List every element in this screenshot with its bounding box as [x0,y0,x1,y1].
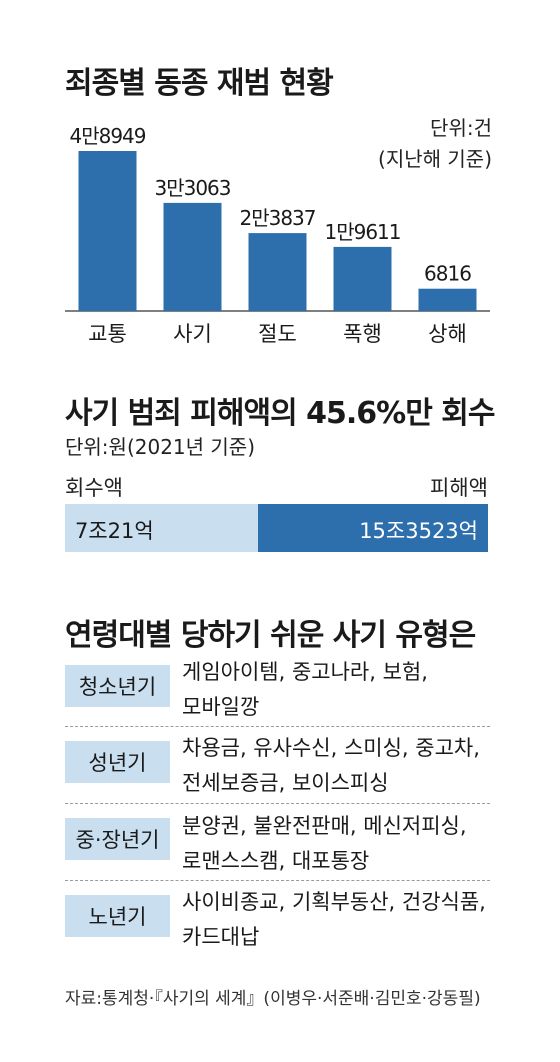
group-items-line: 사이비종교, 기획부동산, 건강식품, [182,890,486,914]
group-items-line: 로맨스스캠, 대포통장 [182,849,370,873]
table-title: 연령대별 당하기 쉬운 사기 유형은 [65,618,476,653]
group-items: 차용금, 유사수신, 스미싱, 중고차, 전세보증금, 보이스피싱 [182,731,480,801]
row-divider [65,726,490,727]
chart2-title: 사기 범죄 피해액의 45.6%만 회수 [65,396,495,431]
bar-교통 [78,151,137,311]
bar-chart: 4만8949 교통 3만3063 사기 2만3837 절도 1만9611 폭행 6816 상해 [65,124,490,346]
group-items-line: 차용금, 유사수신, 스미싱, 중고차, [182,736,480,760]
bar-value-label: 4만8949 [69,124,145,148]
group-label: 성년기 [65,741,170,783]
recovered-label: 회수액 [65,476,123,500]
group-label: 중·장년기 [65,818,170,860]
bar-value-label: 6816 [424,262,471,286]
category-tick-label: 상해 [428,322,467,346]
group-label: 노년기 [65,895,170,937]
row-divider [65,880,490,881]
bar-폭행 [333,246,392,311]
damage-segment [257,504,488,552]
recovery-stacked-bar: 7조21억 15조3523억 [65,504,488,552]
group-items: 게임아이템, 중고나라, 보험, 모바일깡 [182,655,428,725]
bar-절도 [248,233,307,311]
group-items-line: 카드대납 [182,925,260,949]
damage-label: 피해액 [430,476,488,500]
chart1-base-note: (지난해 기준) [378,147,492,171]
chart1-unit-note: 단위:건 [430,116,492,140]
group-label: 청소년기 [65,665,170,707]
group-items: 분양권, 불완전판매, 메신저피싱, 로맨스스캠, 대포통장 [182,809,467,879]
category-tick-label: 교통 [88,322,127,346]
group-items: 사이비종교, 기획부동산, 건강식품, 카드대납 [182,885,486,955]
bar-사기 [163,202,222,311]
bar-상해 [418,288,477,311]
category-tick-label: 폭행 [343,322,382,346]
group-items-line: 게임아이템, 중고나라, 보험, [182,660,428,684]
row-divider [65,803,490,804]
group-items-line: 분양권, 불완전판매, 메신저피싱, [182,814,467,838]
bar-value-label: 3만3063 [154,176,230,200]
group-items-line: 모바일깡 [182,695,260,719]
chart1-title: 죄종별 동종 재범 현황 [65,66,334,101]
bar-value-label: 2만3837 [239,206,315,230]
recovered-segment [65,504,258,552]
source-note: 자료:통계청·『사기의 세계』(이병우·서준배·김민호·강동필) [65,989,481,1009]
bar-value-label: 1만9611 [324,220,400,244]
chart2-unit-note: 단위:원(2021년 기준) [65,435,255,459]
category-tick-label: 절도 [258,322,297,346]
category-tick-label: 사기 [173,322,212,346]
damage-value-label: 15조3523억 [359,519,478,543]
group-items-line: 전세보증금, 보이스피싱 [182,771,389,795]
recovered-value-label: 7조21억 [75,519,154,543]
